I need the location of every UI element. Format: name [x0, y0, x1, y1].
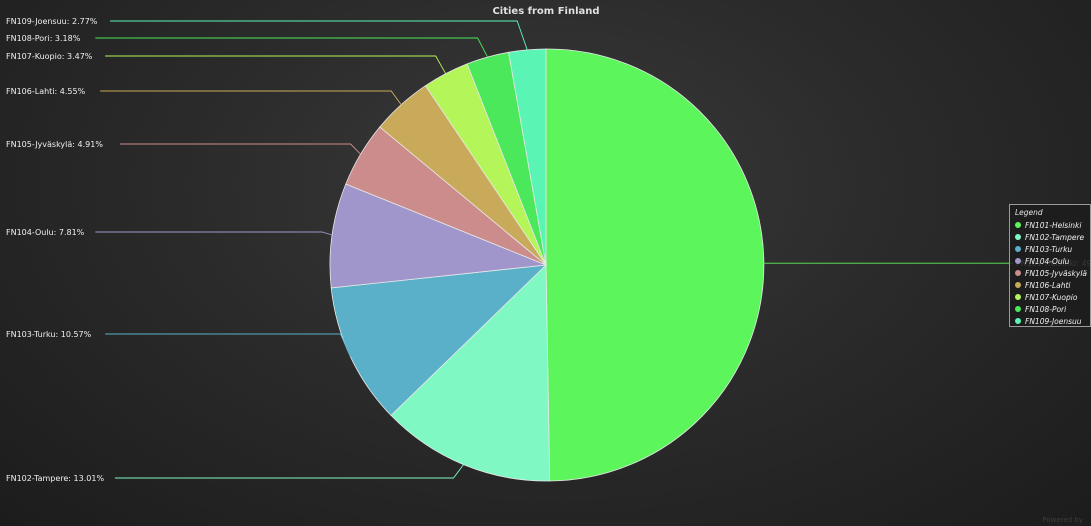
legend-label: FN101-Helsinki: [1025, 220, 1082, 230]
legend-item[interactable]: FN107-Kuopio: [1015, 291, 1090, 303]
pie-slice[interactable]: [508, 48, 547, 266]
legend-swatch: [1015, 282, 1021, 288]
slice-label: FN104-Oulu: 7.81%: [6, 228, 85, 237]
watermark: Powered by: [1042, 516, 1083, 524]
pie-slice[interactable]: [545, 48, 765, 482]
legend-swatch: [1015, 294, 1021, 300]
legend-item[interactable]: FN101-Helsinki: [1015, 219, 1090, 231]
legend-item[interactable]: FN102-Tampere: [1015, 231, 1090, 243]
legend-swatch: [1015, 258, 1021, 264]
legend-item[interactable]: FN106-Lahti: [1015, 279, 1090, 291]
legend-swatch: [1015, 318, 1021, 324]
legend-label: FN106-Lahti: [1025, 280, 1071, 290]
legend-swatch: [1015, 246, 1021, 252]
leader-line: [119, 143, 361, 155]
slice-label: FN108-Pori: 3.18%: [6, 34, 81, 43]
legend-label: FN105-Jyväskylä: [1025, 268, 1087, 278]
slice-label: FN103-Turku: 10.57%: [6, 330, 92, 339]
leader-line: [100, 90, 402, 105]
slice-label: FN105-Jyväskylä: 4.91%: [6, 140, 103, 149]
legend-item[interactable]: FN108-Pori: [1015, 303, 1090, 315]
leader-line: [95, 231, 333, 236]
leader-line: [95, 37, 488, 58]
leader-line: [114, 464, 464, 479]
leader-lines: [95, 20, 1013, 479]
legend-label: FN102-Tampere: [1025, 232, 1085, 242]
slice-label: FN102-Tampere: 13.01%: [6, 474, 104, 483]
leader-line: [105, 333, 351, 357]
leader-line: [105, 55, 447, 74]
legend: Legend FN101-Helsinki FN102-Tampere FN103-…: [1009, 204, 1091, 327]
legend-label: FN107-Kuopio: [1025, 292, 1078, 302]
pie-slice[interactable]: [390, 264, 551, 482]
legend-swatch: [1015, 234, 1021, 240]
legend-swatch: [1015, 222, 1021, 228]
legend-item[interactable]: FN103-Turku: [1015, 243, 1090, 255]
legend-item[interactable]: FN109-Joensuu: [1015, 315, 1090, 327]
slice-label: FN109-Joensuu: 2.77%: [6, 17, 98, 26]
pie-slice[interactable]: [329, 183, 547, 289]
legend-item[interactable]: FN105-Jyväskylä: [1015, 267, 1090, 279]
legend-item[interactable]: FN104-Oulu: [1015, 255, 1090, 267]
slice-label: FN107-Kuopio: 3.47%: [6, 52, 93, 61]
leader-line: [110, 20, 528, 50]
legend-label: FN104-Oulu: [1025, 256, 1070, 266]
slice-label: FN106-Lahti: 4.55%: [6, 87, 86, 96]
legend-label: FN108-Pori: [1025, 304, 1067, 314]
legend-label: FN109-Joensuu: [1025, 316, 1082, 326]
pie-slices: [329, 48, 765, 482]
legend-label: FN103-Turku: [1025, 244, 1073, 254]
chart-title: Cities from Finland: [492, 6, 599, 17]
legend-title: Legend: [1015, 208, 1043, 217]
legend-items: FN101-Helsinki FN102-Tampere FN103-Turku FN…: [1015, 219, 1090, 327]
legend-swatch: [1015, 270, 1021, 276]
legend-swatch: [1015, 306, 1021, 312]
